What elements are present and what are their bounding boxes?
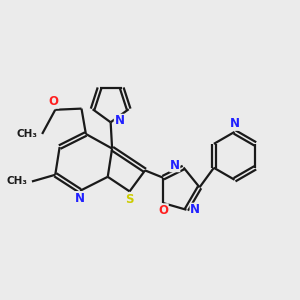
Text: N: N — [75, 192, 85, 205]
Text: N: N — [170, 159, 180, 172]
Text: O: O — [158, 204, 168, 217]
Text: N: N — [230, 117, 239, 130]
Text: CH₃: CH₃ — [17, 129, 38, 139]
Text: N: N — [190, 203, 200, 216]
Text: N: N — [114, 114, 124, 127]
Text: CH₃: CH₃ — [7, 176, 28, 187]
Text: O: O — [49, 95, 59, 108]
Text: S: S — [125, 193, 134, 206]
